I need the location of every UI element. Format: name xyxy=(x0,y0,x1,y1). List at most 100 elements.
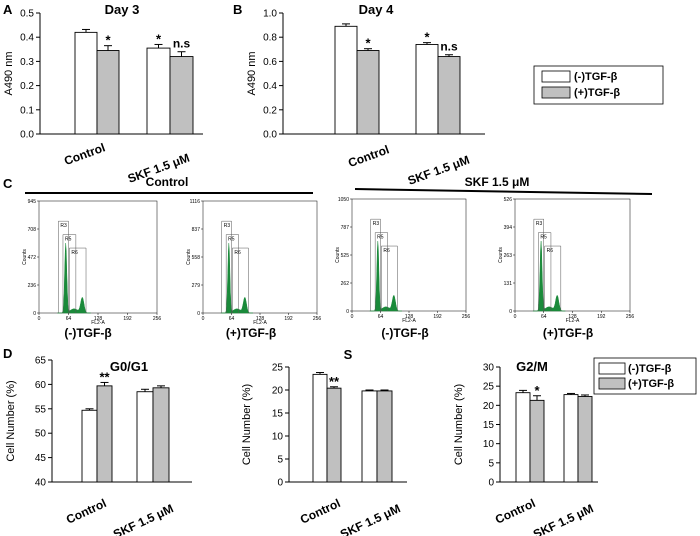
flow-cytometry-panel: Control SKF 1.5 μM R3 R5 R6 0 64 128 192 256 FL2… xyxy=(22,175,653,340)
histogram-skf-untreated: R3 R5 R6 0 64 128 192 256 FL2-A 0 262 525 787 1050 Cou… xyxy=(335,197,470,340)
y-tick-label: 55 xyxy=(35,404,47,415)
bar xyxy=(146,47,171,135)
bar xyxy=(529,399,545,483)
fc-x-axis-label: FL2-A xyxy=(253,320,267,326)
panel-label-c: C xyxy=(3,176,13,191)
bar xyxy=(96,385,113,483)
fc-y-axis-label: Counts xyxy=(498,247,504,263)
bar xyxy=(152,387,170,483)
histogram-caption: (-)TGF-β xyxy=(64,326,111,340)
histogram-frame xyxy=(202,200,318,314)
bar xyxy=(361,390,378,483)
x-category-label: SKF 1.5 μM xyxy=(406,153,472,188)
fc-y-tick-label: 525 xyxy=(341,253,350,259)
gate-marker xyxy=(544,245,562,311)
y-tick-label: 30 xyxy=(483,363,495,374)
fc-x-tick-label: 192 xyxy=(123,316,132,322)
legend-swatch-untreated-d xyxy=(598,362,626,375)
gate-label: R6 xyxy=(547,248,554,254)
y-tick-label: 0.8 xyxy=(263,33,277,44)
x-category-label: Control xyxy=(493,496,538,527)
y-axis-label: Cell Number (%) xyxy=(241,384,253,465)
fc-x-tick-label: 256 xyxy=(313,316,322,322)
gate-marker xyxy=(62,234,77,313)
flow-group-label-skf: SKF 1.5 μM xyxy=(465,175,530,189)
fc-y-tick-label: 1116 xyxy=(190,199,201,205)
y-tick-label: 10 xyxy=(272,432,284,443)
legend-top: (-)TGF-β (+)TGF-β xyxy=(533,65,664,105)
gate-marker xyxy=(232,247,249,313)
gate-marker xyxy=(381,245,398,311)
histogram-caption: (+)TGF-β xyxy=(226,326,276,340)
y-tick-label: 0.2 xyxy=(20,81,34,92)
fc-y-axis-label: Counts xyxy=(335,247,341,263)
fc-y-tick-label: 262 xyxy=(341,281,350,287)
fc-y-tick-label: 787 xyxy=(341,225,350,231)
gate-marker xyxy=(69,247,87,313)
bar-chart-day4: Day 4 0.0 0.2 0.4 0.6 0.8 1.0 A490 nm Control SKF… xyxy=(246,2,485,188)
legend-top-label-treated: (+)TGF-β xyxy=(574,87,620,99)
fc-x-tick-label: 0 xyxy=(514,314,517,320)
bar-chart-g0g1: G0/G1 40 45 50 55 60 65 Cell Number (%) Control S… xyxy=(5,356,192,536)
fc-y-tick-label: 945 xyxy=(28,199,37,205)
x-category-label: Control xyxy=(346,142,391,170)
y-tick-label: 0.0 xyxy=(20,130,34,141)
y-tick-label: 25 xyxy=(272,363,284,374)
fc-x-tick-label: 64 xyxy=(378,314,384,320)
bar xyxy=(326,387,342,483)
fc-y-tick-label: 0 xyxy=(509,309,512,315)
fc-x-tick-label: 256 xyxy=(462,314,471,320)
bar xyxy=(81,409,98,483)
y-tick-label: 0.1 xyxy=(20,105,34,116)
fc-y-tick-label: 708 xyxy=(28,227,37,233)
fc-x-tick-label: 64 xyxy=(66,316,72,322)
histogram-control-treated: R3 R5 R6 0 64 128 192 256 FL2-A 0 279 558 837 1116 Cou… xyxy=(186,199,321,340)
bar xyxy=(415,44,439,135)
fc-x-tick-label: 0 xyxy=(38,316,41,322)
gate-label: R3 xyxy=(536,221,543,227)
panel-label-d: D xyxy=(3,346,12,361)
fc-y-tick-label: 236 xyxy=(28,283,37,289)
fc-x-tick-label: 256 xyxy=(153,316,162,322)
bar xyxy=(334,25,358,135)
histogram-skf-treated: R3 R5 R6 0 64 128 192 256 FL2-A 0 131 263 394 526 Coun… xyxy=(498,197,634,340)
chart-title: G2/M xyxy=(516,359,548,374)
x-category-label: SKF 1.5 μM xyxy=(338,501,403,536)
significance-label: * xyxy=(534,383,540,398)
fc-y-tick-label: 472 xyxy=(28,255,37,261)
fc-x-axis-label: FL2-A xyxy=(566,318,580,324)
legend-swatch-treated xyxy=(541,86,571,99)
significance-label: * xyxy=(105,33,111,48)
bar xyxy=(312,373,328,483)
gate-marker xyxy=(225,234,239,313)
y-axis-label: Cell Number (%) xyxy=(453,384,465,465)
bar xyxy=(376,390,393,483)
y-axis-label: A490 nm xyxy=(246,51,258,95)
y-tick-label: 5 xyxy=(277,455,283,466)
fc-x-tick-label: 192 xyxy=(433,314,442,320)
fc-x-tick-label: 128 xyxy=(256,316,265,322)
fc-y-axis-label: Counts xyxy=(22,249,28,265)
fc-y-axis-label: Counts xyxy=(186,249,192,265)
fc-y-tick-label: 0 xyxy=(346,309,349,315)
legend-top-label-untreated: (-)TGF-β xyxy=(574,71,618,83)
y-tick-label: 40 xyxy=(35,478,47,489)
histogram-frame xyxy=(38,200,158,314)
x-category-label: SKF 1.5 μM xyxy=(111,501,176,536)
bar xyxy=(437,56,461,135)
fc-y-tick-label: 0 xyxy=(197,311,200,317)
gate-label: R6 xyxy=(71,250,78,256)
fc-x-axis-label: FL2-A xyxy=(91,320,105,326)
gate-label: R6 xyxy=(234,250,241,256)
histogram-caption: (+)TGF-β xyxy=(543,326,593,340)
legend-swatch-treated-d xyxy=(598,377,626,390)
significance-label: n.s xyxy=(440,40,458,54)
chart-title: Day 3 xyxy=(105,2,140,17)
fc-y-tick-label: 558 xyxy=(192,255,201,261)
flow-group-line-skf xyxy=(354,188,653,195)
fc-y-tick-label: 0 xyxy=(33,311,36,317)
y-tick-label: 60 xyxy=(35,380,47,391)
y-tick-label: 0 xyxy=(488,478,494,489)
fc-y-tick-label: 837 xyxy=(192,227,201,233)
